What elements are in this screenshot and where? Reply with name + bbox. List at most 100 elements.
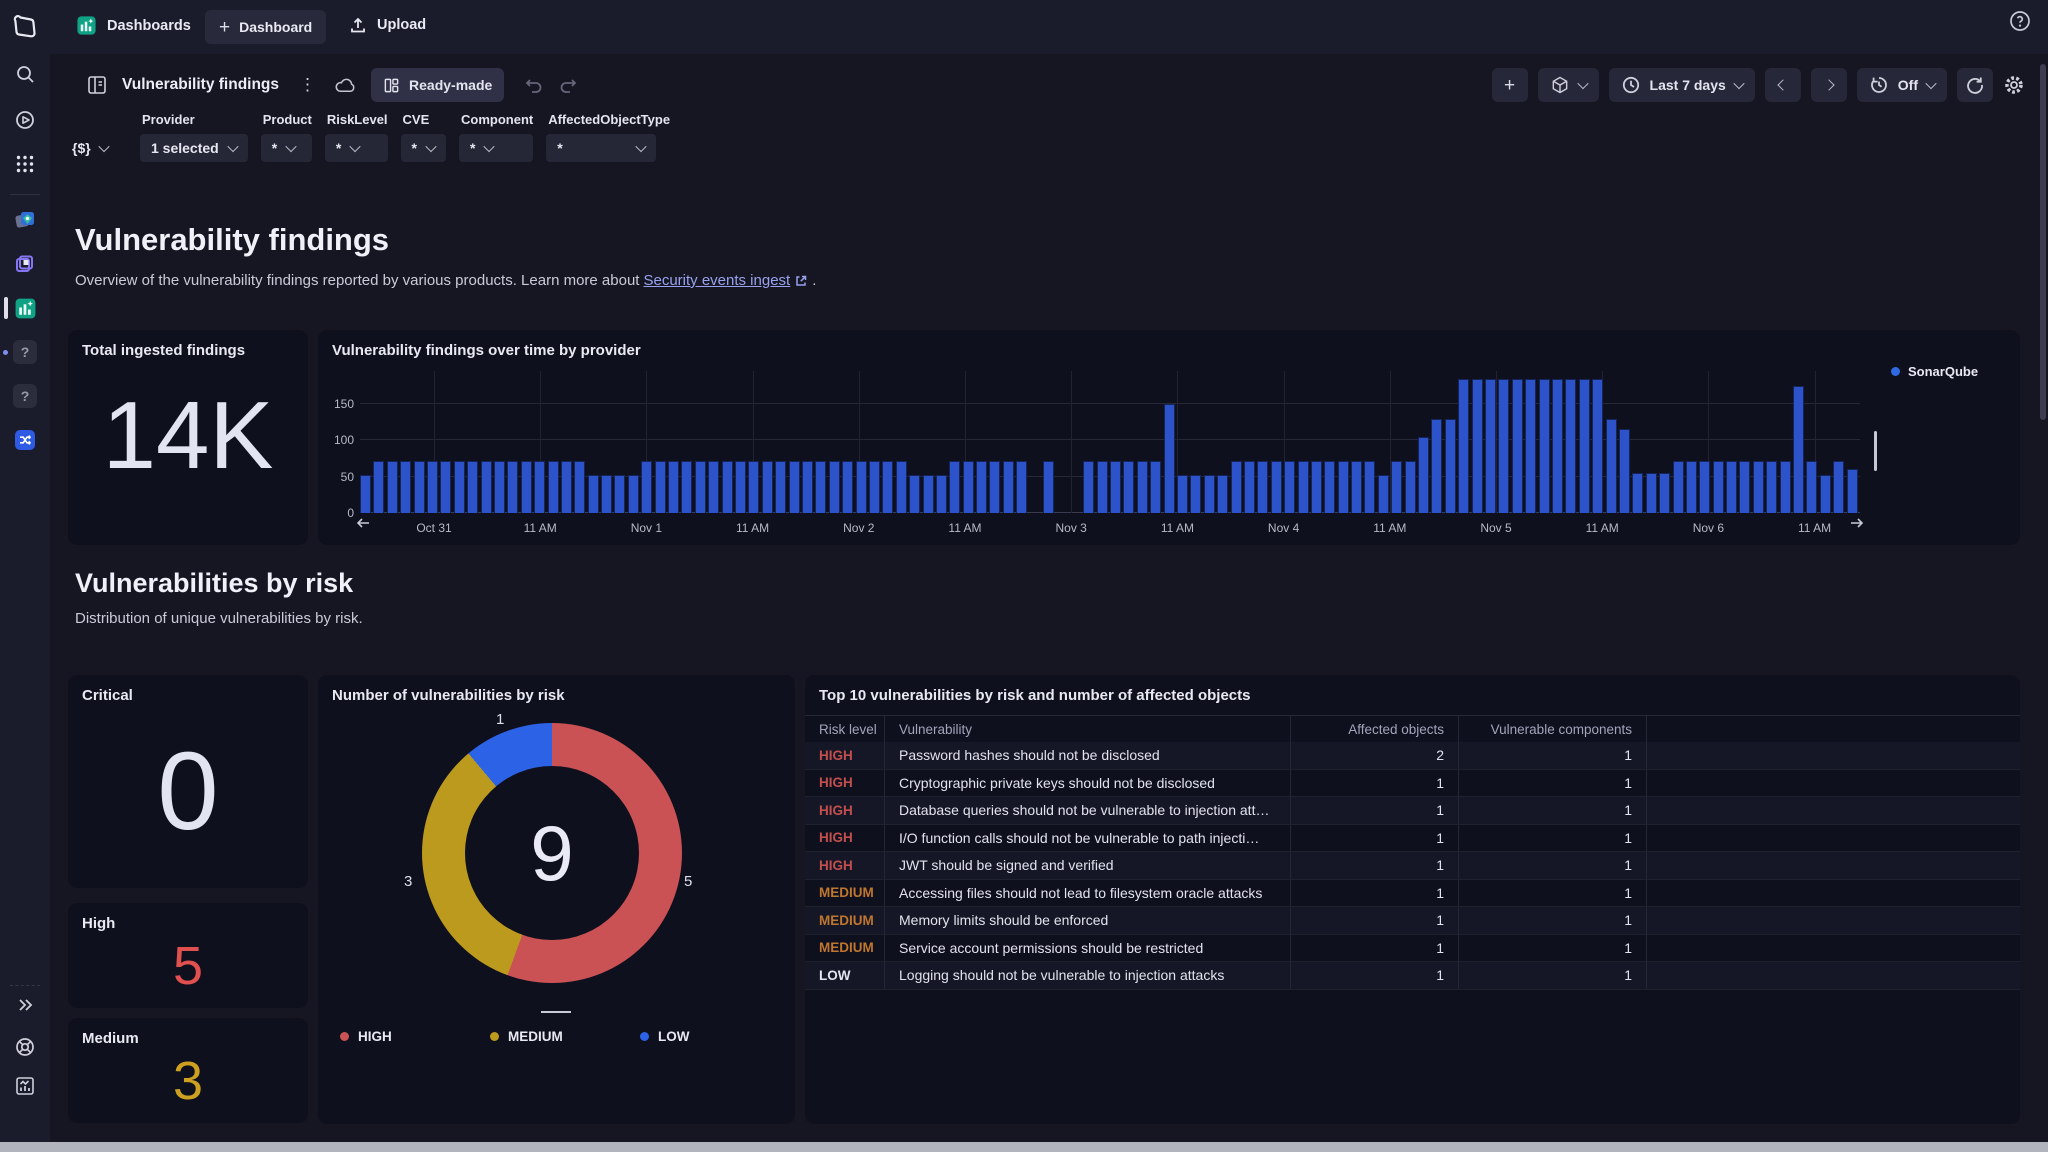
bar [1632,473,1644,513]
more-options-icon[interactable]: ⋮ [299,75,317,94]
page-scrollbar-thumb[interactable] [2040,64,2046,420]
donut-legend-item-low[interactable]: LOW [640,1029,790,1044]
dynatrace-logo-icon[interactable] [12,14,38,40]
bar [560,461,572,513]
slice-value-high: 5 [684,873,693,890]
play-circle-icon[interactable] [12,107,38,133]
pan-left-icon[interactable] [356,517,370,529]
column-header-risk-level[interactable]: Risk level [805,716,885,743]
expand-sidebar-icon[interactable] [12,992,38,1018]
new-dashboard-button[interactable]: + Dashboard [205,10,327,44]
top-bar: Dashboards + Dashboard Upload [0,0,2048,54]
help-icon[interactable] [2008,9,2032,33]
legend-item-sonarqube[interactable]: SonarQube [1891,364,1978,379]
upload-button[interactable]: Upload [348,15,426,35]
time-shift-back-button[interactable] [1764,68,1801,102]
filter-dropdown[interactable]: * [324,134,388,162]
cell-affected-objects: 1 [1291,879,1459,906]
filter-value: 1 selected [151,140,219,156]
sidebar-item-unknown-app-2[interactable]: ? [12,383,38,409]
bar [1176,475,1188,513]
toolbar-right-group: + Last 7 days Off [1491,68,2025,102]
filter-dropdown[interactable]: * [400,134,446,162]
pan-right-icon[interactable] [1850,517,1864,529]
cloud-sync-icon[interactable] [334,76,357,94]
time-shift-forward-button[interactable] [1810,68,1847,102]
filter-dropdown[interactable]: * [546,134,657,162]
table-header: Risk level Vulnerability Affected object… [805,715,2020,744]
cube-icon [1550,75,1570,95]
high-stat-panel: High 5 [68,903,308,1008]
visualization-picker[interactable] [1537,68,1599,102]
security-events-ingest-link[interactable]: Security events ingest [643,272,808,289]
filter-value: * [271,140,278,156]
sidebar-item-dashboards-active[interactable] [12,295,38,321]
chart-scroll-handle[interactable] [1874,431,1877,471]
bar [426,461,438,513]
column-header-affected-objects[interactable]: Affected objects [1291,716,1459,743]
nav-dashboards[interactable]: Dashboards [76,15,191,36]
bar [855,461,867,513]
search-icon[interactable] [12,61,38,87]
bar [547,461,559,513]
bar [480,461,492,513]
sidebar-item-workflows-app[interactable] [12,427,38,453]
refresh-button[interactable] [1957,68,1993,102]
cell-affected-objects: 1 [1291,934,1459,961]
x-axis-tick-label: 11 AM [523,521,557,535]
auto-refresh-picker[interactable]: Off [1856,68,1947,102]
y-axis-tick-label: 50 [340,469,354,484]
bar [1766,461,1778,513]
bar [681,461,693,513]
bar [520,461,532,513]
donut-legend-item-medium[interactable]: MEDIUM [490,1029,640,1044]
timeseries-chart: 0 50 100 150 Oct 31 11 AM Nov 1 11 AM Nov 2 11 AM… [334,371,1864,535]
bar [1136,461,1148,513]
filter-dropdown[interactable]: 1 selected [140,134,248,162]
support-lifebuoy-icon[interactable] [12,1034,38,1060]
filter-dropdown[interactable]: * [459,134,534,162]
filter-dropdown[interactable]: * [260,134,312,162]
auto-refresh-label: Off [1897,77,1918,93]
column-header-vulnerability[interactable]: Vulnerability [885,716,1291,743]
column-header-vulnerable-components[interactable]: Vulnerable components [1459,716,1647,743]
table-row: HIGH JWT should be signed and verified 1 1 [805,852,2020,880]
bar [1779,461,1791,513]
sidebar-item-unknown-app-1[interactable]: ? [12,339,38,365]
link-text: Security events ingest [643,272,791,289]
redo-icon[interactable] [558,75,578,95]
sidebar-item-hub-app[interactable] [12,251,38,277]
usage-chart-icon[interactable] [12,1073,38,1099]
legend-divider [541,1011,571,1013]
donut-total-value: 9 [530,808,574,897]
app-grid-icon[interactable] [12,151,38,177]
chevron-down-icon [285,140,297,153]
undo-icon[interactable] [524,75,544,95]
ready-made-badge[interactable]: Ready-made [371,68,505,102]
settings-gear-icon[interactable] [2003,74,2025,96]
add-panel-button[interactable]: + [1491,68,1528,102]
board-icon[interactable] [86,74,108,96]
cell-risk-level: HIGH [805,742,885,769]
chevron-down-icon [1925,77,1937,90]
variable-token-dropdown[interactable]: {$} [72,134,110,162]
donut-legend-item-high[interactable]: HIGH [340,1029,490,1044]
x-axis-tick-label: 11 AM [736,521,770,535]
sidebar-item-security-app[interactable] [12,207,38,233]
cell-risk-level: MEDIUM [805,907,885,934]
bar [1659,473,1671,513]
y-axis-tick-label: 150 [333,397,354,412]
cell-vulnerable-components: 1 [1459,879,1647,906]
filter-provider: Provider 1 selected [140,112,248,162]
cell-vulnerability: JWT should be signed and verified [885,852,1291,879]
bar [694,461,706,513]
chevron-right-icon [1823,79,1835,91]
time-range-picker[interactable]: Last 7 days [1608,68,1755,102]
panel-title: Critical [82,687,133,704]
bar [1217,475,1229,513]
page-title: Vulnerability findings [75,222,390,257]
bar [1377,475,1389,513]
bar [748,461,760,513]
x-axis-tick-label: 11 AM [1798,521,1832,535]
